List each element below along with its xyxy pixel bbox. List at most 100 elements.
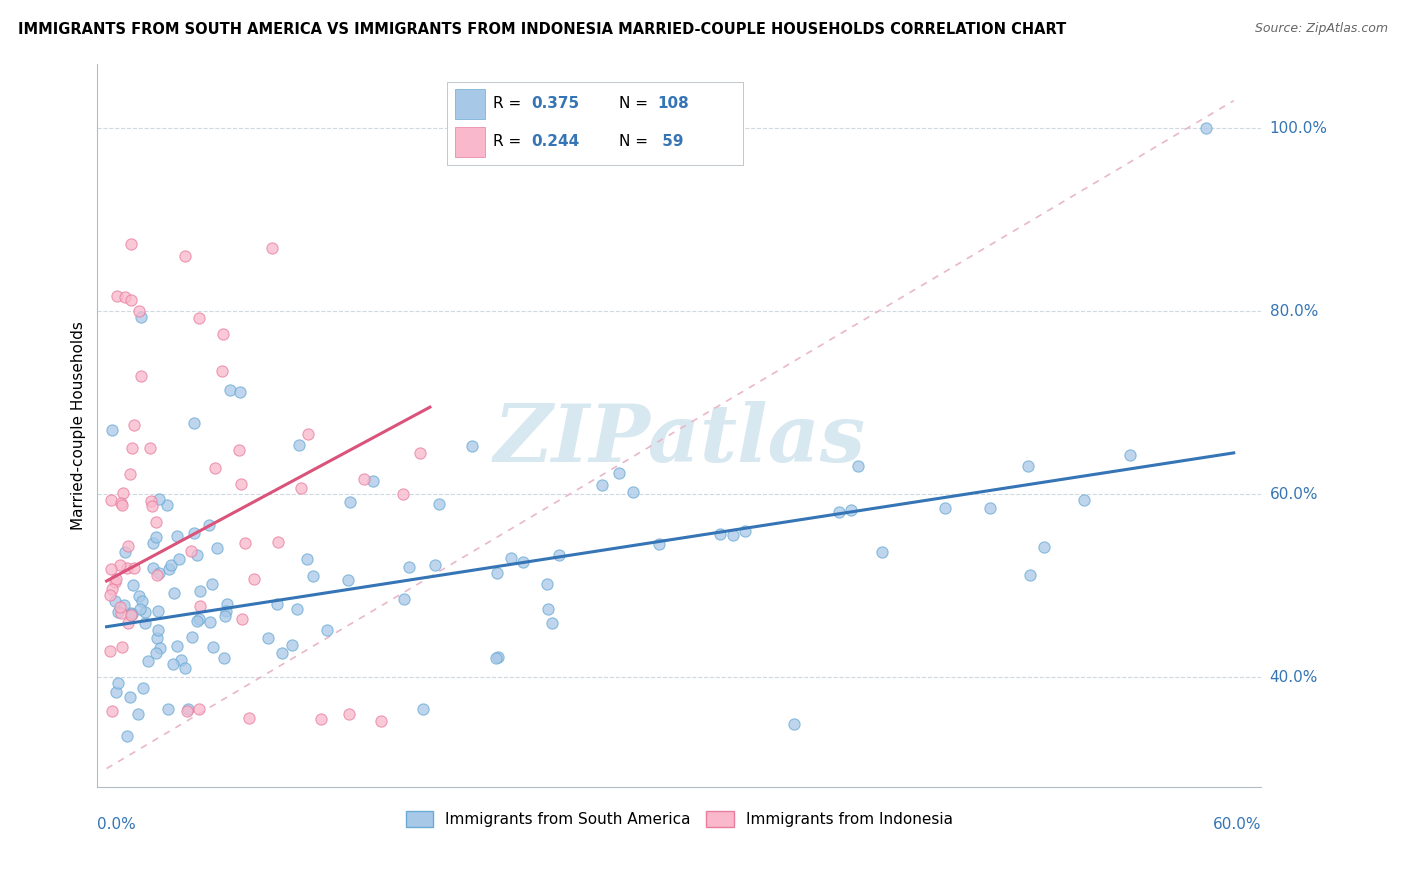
Point [105,572,128,586]
Point [145,568,167,582]
Point [219,383,242,397]
Point [160,558,183,573]
Point [734,524,756,539]
Text: 100.0%: 100.0% [1270,120,1327,136]
Point [105,289,128,303]
Point [485,651,508,665]
Point [127,707,149,722]
Point [146,623,169,637]
Point [187,310,209,325]
Point [1119,448,1142,462]
Point [290,481,312,495]
Point [183,417,205,431]
Point [122,577,145,591]
Point [200,615,222,629]
Point [591,477,613,491]
Point [134,616,156,631]
Point [129,310,152,324]
Point [122,561,145,575]
Text: Source: ZipAtlas.com: Source: ZipAtlas.com [1254,22,1388,36]
Point [177,702,200,716]
Point [169,552,191,566]
Point [339,495,361,509]
Point [115,729,138,743]
Point [288,438,311,452]
Point [187,701,209,715]
Point [202,640,225,654]
Point [120,467,142,481]
Point [124,417,146,432]
Point [110,606,132,620]
Point [370,714,392,728]
Point [120,607,142,622]
Point [541,616,564,631]
Point [142,561,165,575]
Point [110,496,132,510]
Point [104,685,127,699]
Point [398,560,420,574]
Point [166,639,188,653]
Point [391,487,413,501]
Point [121,441,143,455]
Point [117,561,139,575]
Point [117,616,139,631]
Point [100,704,122,718]
Point [107,606,129,620]
Point [723,528,745,542]
Point [120,237,142,252]
Point [709,526,731,541]
Point [188,584,211,599]
Point [128,589,150,603]
Point [205,541,228,556]
Point [112,599,135,613]
Point [337,706,360,721]
Point [281,638,304,652]
Point [297,551,319,566]
Point [110,558,132,573]
Point [159,562,181,576]
Point [486,566,509,581]
Point [188,599,211,614]
Point [114,545,136,559]
Point [146,631,169,645]
Point [979,500,1001,515]
Point [104,594,127,608]
Point [846,458,869,473]
Point [214,609,236,624]
Point [460,439,482,453]
Point [100,562,122,576]
Point [309,712,332,726]
Point [783,717,806,731]
Point [156,702,179,716]
Point [110,498,132,512]
Point [934,501,956,516]
Point [297,426,319,441]
Point [187,611,209,625]
Point [169,653,191,667]
Point [1017,459,1039,474]
Point [181,630,204,644]
Point [212,326,235,341]
Point [121,607,143,621]
Point [166,529,188,543]
Point [266,534,288,549]
Point [149,640,172,655]
Point [427,497,450,511]
Point [183,526,205,541]
Point [111,485,134,500]
Point [145,515,167,529]
Point [131,681,153,695]
Point [108,600,131,615]
Text: 40.0%: 40.0% [1270,670,1317,684]
Point [148,491,170,506]
Point [146,604,169,618]
Point [120,293,142,307]
Point [111,640,134,654]
Text: 60.0%: 60.0% [1270,486,1319,501]
Point [104,575,127,590]
Point [536,577,558,591]
Point [212,650,235,665]
Point [98,589,121,603]
Point [1073,493,1095,508]
Point [408,446,430,460]
